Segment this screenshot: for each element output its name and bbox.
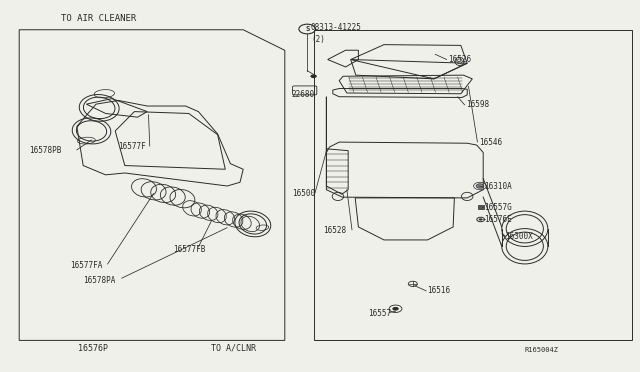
Text: TO AIR CLEANER: TO AIR CLEANER [61, 14, 136, 23]
Bar [314, 30, 632, 340]
Text: (2): (2) [312, 35, 326, 44]
Text: TO A/CLNR: TO A/CLNR [211, 344, 256, 353]
Circle shape [310, 74, 317, 78]
Circle shape [476, 184, 484, 188]
Text: 16577F: 16577F [118, 142, 146, 151]
Text: 22680: 22680 [292, 90, 315, 99]
Circle shape [392, 307, 399, 311]
Text: 16598: 16598 [466, 100, 489, 109]
Text: 16300X: 16300X [506, 232, 533, 241]
Text: R165004Z: R165004Z [525, 347, 559, 353]
Text: 16528: 16528 [323, 226, 346, 235]
Text: 16526: 16526 [448, 55, 471, 64]
Text: 16557: 16557 [368, 309, 391, 318]
Circle shape [479, 218, 483, 221]
Text: 08313-41225: 08313-41225 [310, 23, 361, 32]
Text: 16546: 16546 [479, 138, 502, 147]
Text: 16577FA: 16577FA [70, 262, 103, 270]
Text: S: S [305, 26, 309, 32]
Text: 16578PA: 16578PA [83, 276, 116, 285]
Text: 16578PB: 16578PB [29, 146, 61, 155]
Text: 16557G: 16557G [484, 203, 511, 212]
Text: 16577FB: 16577FB [173, 245, 205, 254]
Text: 16576E: 16576E [484, 215, 511, 224]
Text: 16576P: 16576P [78, 344, 108, 353]
Text: 16310A: 16310A [484, 182, 511, 191]
Bar [478, 205, 484, 209]
Text: 16516: 16516 [428, 286, 451, 295]
Text: 16500: 16500 [292, 189, 315, 198]
